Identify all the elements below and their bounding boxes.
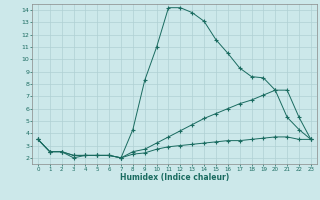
X-axis label: Humidex (Indice chaleur): Humidex (Indice chaleur) (120, 173, 229, 182)
